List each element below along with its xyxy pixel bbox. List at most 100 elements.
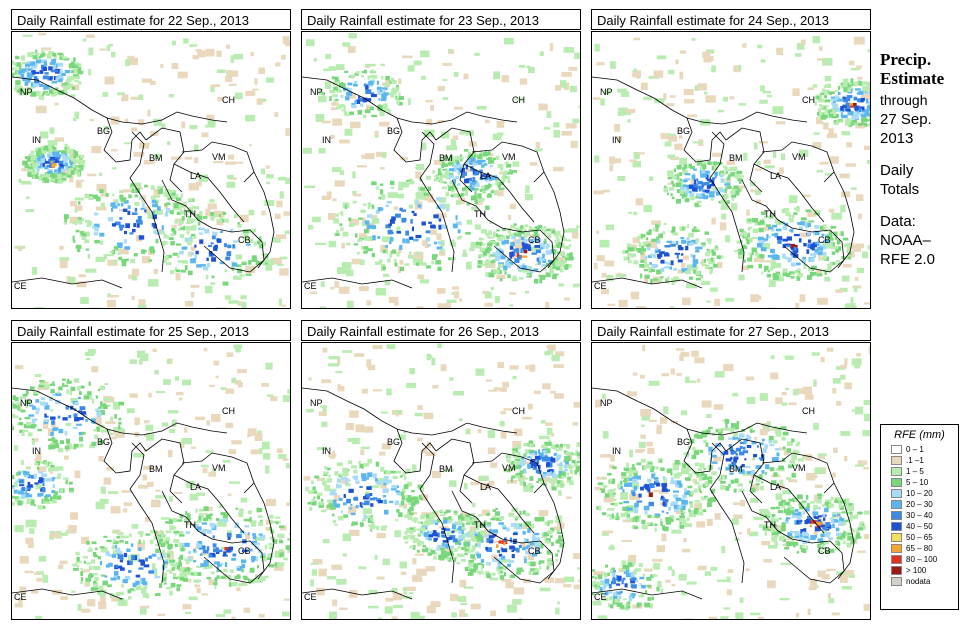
rain-cell [446, 208, 449, 212]
rain-cell [73, 150, 76, 155]
rain-cell [417, 274, 425, 280]
rain-cell [393, 206, 398, 210]
rain-cell [640, 273, 643, 279]
rain-cell [502, 173, 506, 178]
rain-cell [724, 166, 728, 171]
rain-cell [512, 161, 520, 167]
rain-cell [193, 235, 197, 239]
rain-cell [55, 392, 62, 396]
rain-cell [105, 193, 109, 197]
rain-cell [699, 166, 703, 170]
rain-cell [129, 533, 132, 538]
rain-cell [150, 195, 156, 200]
rain-cell [363, 250, 368, 254]
rain-cell [388, 296, 399, 303]
rain-cell [606, 275, 614, 282]
map-label-cb: CB [238, 546, 251, 556]
rain-cell [824, 227, 828, 232]
map-label-bm: BM [729, 153, 743, 163]
rain-cell [199, 210, 203, 215]
rain-cell [183, 201, 187, 204]
rain-cell [506, 241, 509, 245]
rain-cell [495, 507, 498, 510]
rain-cell [516, 547, 520, 553]
rain-cell [77, 385, 81, 391]
rain-cell [604, 260, 615, 267]
rain-cell [512, 532, 518, 536]
rain-cell [115, 547, 121, 552]
rain-cell [367, 365, 373, 369]
rain-cell [687, 264, 698, 271]
rain-cell [759, 220, 765, 225]
country-border [393, 117, 437, 163]
rain-cell [362, 114, 367, 119]
rain-cell [14, 365, 24, 370]
rain-cell [189, 44, 198, 47]
rain-cell [168, 519, 173, 525]
rain-cell [702, 51, 711, 58]
rain-cell [436, 532, 440, 538]
rain-cell [404, 263, 410, 266]
rain-cell [72, 74, 79, 77]
rain-cell [654, 227, 659, 232]
rain-cell [680, 253, 684, 256]
rain-cell [553, 252, 556, 256]
rain-cell [850, 78, 854, 83]
rain-cell [127, 210, 131, 215]
rain-cell [202, 549, 209, 554]
rain-cell [417, 437, 423, 442]
rain-cell [429, 513, 435, 518]
rain-cell [27, 90, 33, 94]
rain-cell [760, 59, 766, 63]
rain-cell [545, 301, 550, 308]
rain-cell [91, 541, 97, 545]
rain-cell [76, 165, 79, 171]
rain-cell [421, 190, 427, 194]
rain-cell [192, 205, 195, 209]
rain-cell [34, 458, 39, 463]
rain-cell [830, 244, 835, 250]
rain-cell [220, 562, 224, 565]
rain-cell [760, 247, 767, 252]
rain-cell [492, 157, 497, 161]
rain-cell [527, 246, 532, 251]
rain-cell [78, 201, 81, 205]
rain-cell [383, 475, 389, 479]
rain-cell [216, 50, 222, 57]
rain-cell [19, 556, 29, 564]
rain-cell [371, 522, 375, 527]
rain-cell [328, 212, 336, 220]
rain-cell [408, 236, 414, 240]
rain-cell [528, 570, 532, 575]
rain-cell [400, 500, 405, 506]
rain-cell [41, 473, 48, 477]
rain-cell [813, 252, 819, 255]
map-label-in: IN [32, 446, 41, 456]
rain-cell [712, 187, 723, 190]
rain-cell [850, 187, 857, 190]
rain-cell [376, 186, 379, 190]
rain-cell [511, 549, 515, 552]
rain-cell [442, 79, 448, 81]
rain-cell [861, 111, 866, 116]
rain-cell [346, 300, 354, 308]
rain-cell [318, 568, 327, 577]
rain-cell [401, 596, 413, 599]
rain-cell [388, 92, 392, 95]
rain-cell [841, 256, 845, 260]
rain-cell [678, 247, 684, 251]
rain-cell [644, 263, 650, 268]
rain-cell [796, 275, 801, 281]
rain-cell [487, 538, 490, 543]
rain-cell [47, 145, 53, 150]
rain-cell [476, 523, 481, 528]
rain-cell [711, 217, 716, 225]
rain-cell [49, 152, 54, 157]
rain-cell [178, 534, 185, 537]
rain-cell [204, 228, 210, 234]
rain-cell [169, 590, 173, 596]
rain-cell [405, 468, 411, 474]
rain-cell [478, 197, 485, 202]
rain-cell [617, 110, 624, 116]
rain-cell [184, 156, 193, 160]
